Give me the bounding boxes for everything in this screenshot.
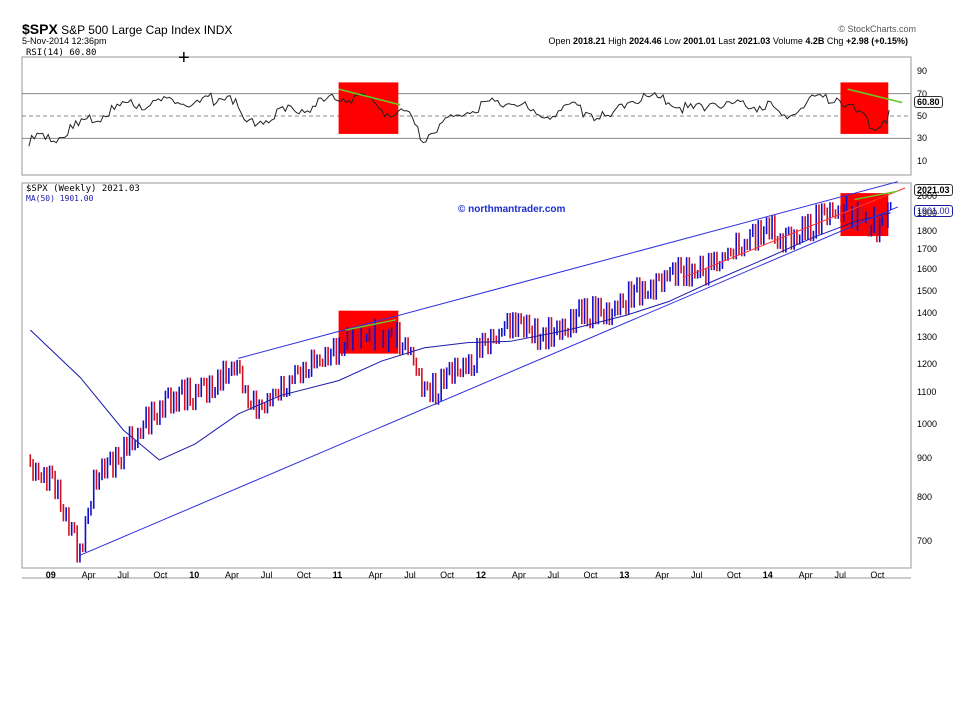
rsi-divergence-line [847, 88, 903, 104]
index-name: S&P 500 Large Cap Index INDX [61, 23, 233, 37]
price-label: $SPX (Weekly) 2021.03 [26, 184, 140, 194]
price-tick-label: 800 [917, 491, 933, 502]
x-tick-label: 10 [189, 570, 200, 580]
rsi-value-tag: 60.80 [914, 96, 943, 108]
brand-label: © StockCharts.com [838, 24, 916, 34]
x-tick-label: 11 [332, 570, 343, 580]
price-tick-label: 1700 [917, 244, 938, 255]
x-tick-label: Apr [798, 570, 813, 580]
x-tick-label: Jul [691, 570, 703, 580]
x-tick-label: Oct [296, 570, 311, 580]
crosshair-cursor-icon: + [178, 47, 190, 69]
x-tick-label: Oct [583, 570, 598, 580]
x-tick-label: 12 [475, 570, 486, 580]
x-tick-label: Apr [225, 570, 240, 580]
ma-value-tag: 1901.00 [914, 205, 953, 217]
x-tick-label: Jul [834, 570, 846, 580]
datetime: 5-Nov-2014 12:36pm [22, 36, 107, 46]
rsi-highlight-box [338, 82, 399, 134]
x-tick-label: Oct [153, 570, 168, 580]
x-tick-label: Oct [440, 570, 455, 580]
rsi-tick-label: 70 [917, 88, 928, 99]
price-tick-label: 1300 [917, 332, 938, 343]
rsi-tick-label: 90 [917, 66, 928, 77]
x-tick-label: Apr [655, 570, 670, 580]
x-tick-label: Oct [870, 570, 885, 580]
price-tick-label: 1100 [917, 387, 937, 398]
x-tick-label: Apr [81, 570, 96, 580]
x-tick-label: 13 [619, 570, 630, 580]
symbol-title: $SPX S&P 500 Large Cap Index INDX [22, 22, 232, 36]
price-divergence-line [854, 190, 898, 201]
last-price-tag: 2021.03 [914, 184, 953, 196]
quote-bar: Open 2018.21 High 2024.46 Low 2001.01 La… [548, 36, 908, 46]
rsi-tick-label: 10 [917, 155, 928, 166]
price-tick-label: 1200 [917, 358, 938, 369]
ma50-line [29, 212, 891, 461]
symbol: $SPX [22, 21, 58, 37]
x-tick-label: 09 [45, 570, 56, 580]
price-panel-frame [21, 182, 912, 569]
rsi-tick-label: 30 [917, 133, 928, 144]
x-tick-label: Jul [260, 570, 273, 580]
watermark: © northmantrader.com [458, 204, 566, 215]
price-tick-label: 1000 [917, 418, 938, 429]
price-tick-label: 1800 [917, 225, 938, 236]
price-tick-label: 700 [917, 535, 933, 546]
price-tick-label: 1400 [917, 308, 938, 319]
support-trendline [682, 187, 906, 279]
x-tick-label: Oct [726, 570, 741, 580]
price-tick-label: 1600 [917, 264, 938, 275]
price-tick-label: 2000 [917, 191, 938, 202]
x-tick-label: 14 [762, 570, 773, 580]
rsi-series-line [28, 91, 890, 147]
wedge-trendline [80, 206, 899, 556]
price-tick-label: 1500 [917, 285, 938, 296]
rsi-divergence-line [338, 88, 401, 106]
x-tick-label: Jul [547, 570, 560, 580]
price-tick-label: 1900 [917, 207, 938, 218]
x-tick-label: Jul [404, 570, 416, 580]
rsi-label: RSI(14) 60.80 [26, 48, 97, 58]
price-divergence-line [345, 319, 397, 331]
price-tick-label: 900 [917, 453, 933, 464]
x-tick-label: Jul [117, 570, 130, 580]
x-tick-label: Apr [511, 570, 526, 580]
rsi-highlight-box [840, 82, 889, 134]
ma-label: MA(50) 1901.00 [26, 194, 94, 203]
rsi-tick-label: 50 [917, 111, 928, 121]
x-tick-label: Apr [368, 570, 383, 580]
